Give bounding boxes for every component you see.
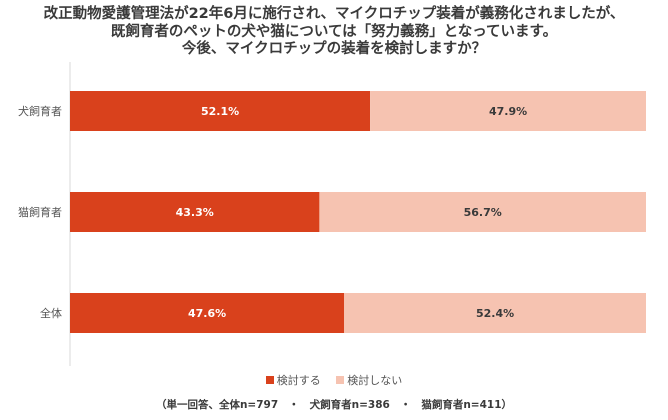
- bars-group: 犬飼育者 52.1% 47.9% 猫飼育者 43.3% 56.7% 全体 47.6% 52.4%: [18, 91, 646, 333]
- bar-segment-not-consider: [319, 192, 646, 232]
- bar-segment-not-consider: [370, 91, 646, 131]
- legend-swatch-not-consider: [336, 376, 345, 384]
- data-label-not-consider: 56.7%: [464, 206, 502, 219]
- bar-segment-consider: [70, 91, 371, 131]
- chart-title: 改正動物愛護管理法が22年6月に施行され、マイクロチップ装着が義務化されましたが…: [0, 6, 668, 59]
- legend-label-not-consider: 検討しない: [347, 374, 403, 387]
- legend-swatch-consider: [265, 376, 274, 384]
- data-label-not-consider: 52.4%: [476, 307, 514, 320]
- title-line-2: 既飼育者のペットの犬や猫については「努力義務」となっています。: [110, 23, 558, 40]
- data-label-consider: 43.3%: [176, 206, 214, 219]
- category-label: 犬飼育者: [18, 104, 62, 118]
- data-label-not-consider: 47.9%: [489, 105, 527, 118]
- stacked-bar-chart: 犬飼育者 52.1% 47.9% 猫飼育者 43.3% 56.7% 全体 47.6% 52.4%: [18, 62, 646, 366]
- legend-item-consider: 検討する: [265, 372, 321, 388]
- bar-segment-consider: [70, 293, 345, 333]
- category-label: 全体: [40, 306, 62, 320]
- title-line-1: 改正動物愛護管理法が22年6月に施行され、マイクロチップ装着が義務化されましたが…: [43, 6, 625, 22]
- data-label-consider: 52.1%: [201, 105, 239, 118]
- title-line-3: 今後、マイクロチップの装着を検討しますか？: [181, 41, 487, 57]
- bar-segment-consider: [70, 192, 320, 232]
- data-label-consider: 47.6%: [188, 307, 226, 320]
- bar-segment-not-consider: [344, 293, 646, 333]
- legend-label-consider: 検討する: [276, 374, 321, 387]
- footnote: （単一回答、全体n=797 ・ 犬飼育者n=386 ・ 猫飼育者n=411）: [155, 399, 513, 411]
- legend: 検討する 検討しない: [0, 372, 668, 388]
- category-label: 猫飼育者: [18, 205, 62, 219]
- legend-item-not-consider: 検討しない: [336, 372, 402, 388]
